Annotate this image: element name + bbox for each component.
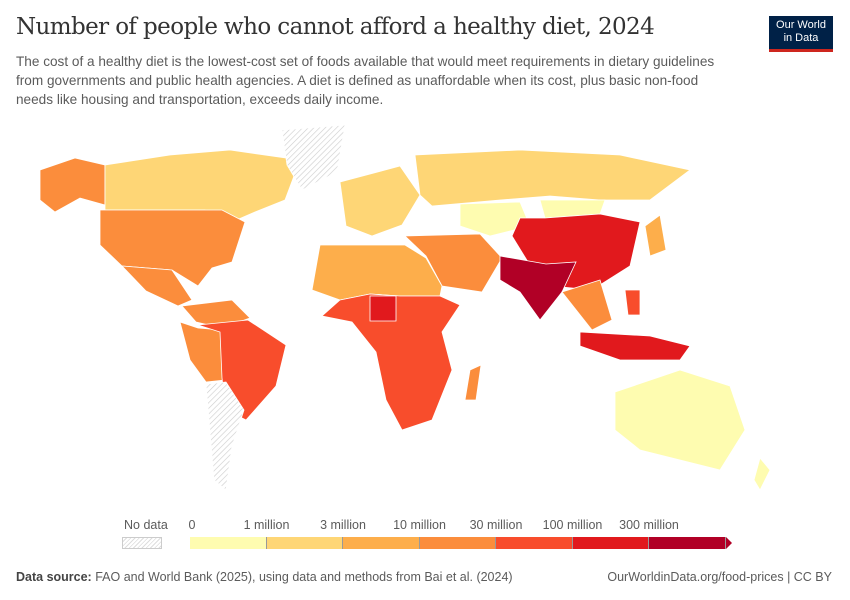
legend: No data 0 1 million 3 million 10 million 30 … [0, 515, 850, 555]
legend-bin[interactable] [419, 537, 496, 549]
country-argentina[interactable] [205, 381, 245, 491]
data-source-label: Data source: [16, 570, 92, 584]
logo-line-2: in Data [783, 32, 819, 44]
country-brazil[interactable] [197, 319, 287, 421]
chart-title: Number of people who cannot afford a hea… [16, 14, 655, 40]
legend-tick: 30 million [469, 518, 523, 532]
url-license-link[interactable]: OurWorldinData.org/food-prices | CC BY [607, 570, 832, 584]
legend-tick: 1 million [243, 518, 290, 532]
legend-bin[interactable] [266, 537, 343, 549]
legend-bin[interactable] [343, 537, 420, 549]
country-indonesia[interactable] [579, 331, 691, 361]
country-nigeria[interactable] [369, 295, 397, 322]
legend-bin[interactable] [190, 537, 267, 549]
country-middle-east[interactable] [404, 233, 503, 293]
country-russia[interactable] [414, 149, 691, 207]
country-india[interactable] [499, 255, 577, 321]
legend-bin[interactable] [649, 537, 726, 549]
country-kazakhstan[interactable] [459, 201, 531, 237]
legend-tick: 10 million [393, 518, 446, 532]
country-southeast-asia[interactable] [561, 279, 613, 331]
country-madagascar[interactable] [464, 364, 482, 401]
legend-bin[interactable] [572, 537, 649, 549]
country-new-zealand[interactable] [753, 457, 771, 491]
legend-no-data-label: No data [124, 518, 168, 532]
owid-logo[interactable]: Our World in Data [769, 16, 833, 52]
chart-subtitle: The cost of a healthy diet is the lowest… [16, 54, 715, 107]
country-alaska-united-states[interactable] [39, 157, 106, 213]
country-greenland[interactable] [281, 124, 346, 191]
country-europe[interactable] [339, 165, 421, 237]
legend-tick: 300 million [619, 518, 679, 532]
country-philippines[interactable] [624, 289, 641, 316]
country-mexico[interactable] [120, 265, 193, 307]
data-source-text: FAO and World Bank (2025), using data an… [95, 570, 513, 584]
country-north-africa[interactable] [311, 244, 443, 301]
legend-arrow [725, 537, 732, 549]
legend-tick: 0 [188, 518, 196, 532]
legend-no-data-swatch [122, 537, 162, 549]
country-sub-saharan-africa[interactable] [321, 293, 461, 431]
logo-line-1: Our World [776, 19, 826, 31]
world-map [39, 124, 771, 491]
country-japan[interactable] [644, 214, 667, 257]
legend-bin[interactable] [496, 537, 573, 549]
legend-tick: 100 million [542, 518, 603, 532]
country-australia[interactable] [614, 369, 746, 471]
legend-tick: 3 million [320, 518, 366, 532]
data-source: Data source: FAO and World Bank (2025), … [16, 570, 513, 584]
